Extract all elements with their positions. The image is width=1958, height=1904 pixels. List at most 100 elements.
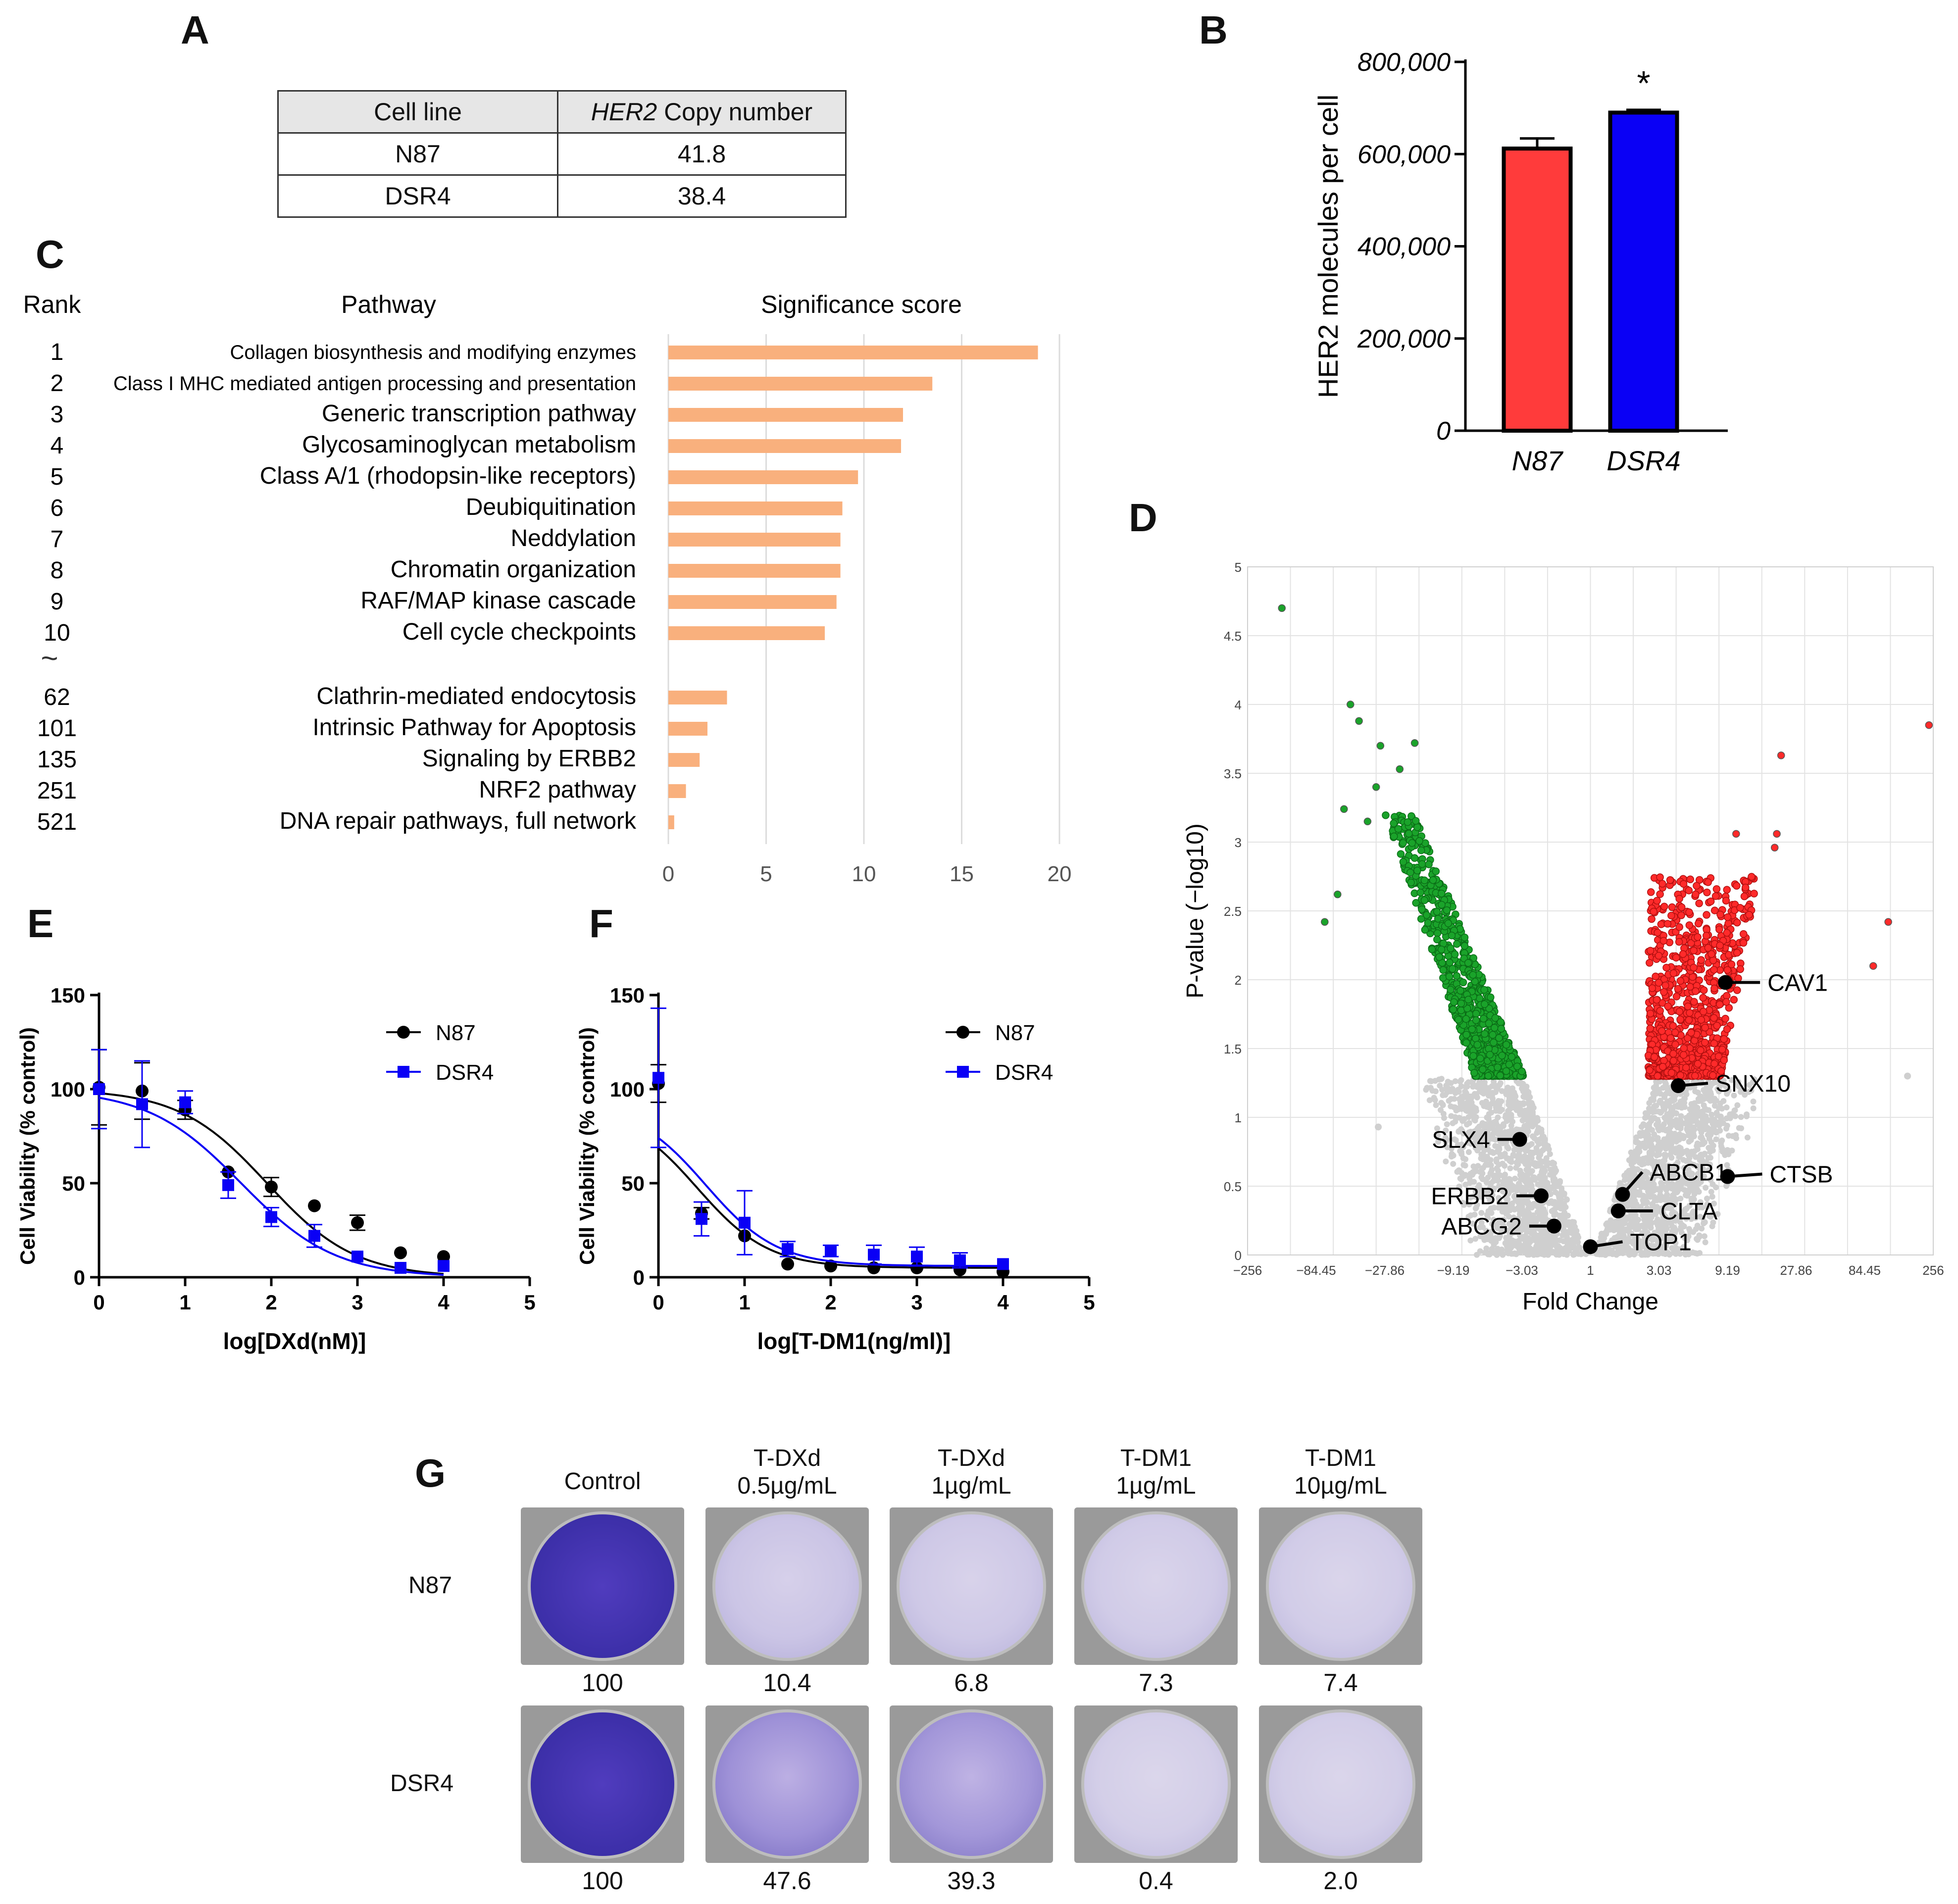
- colony-value: 47.6: [763, 1867, 811, 1895]
- rank-label: 3: [50, 401, 64, 428]
- gene-point-up: [1721, 1014, 1729, 1023]
- gene-point: [1724, 1162, 1730, 1168]
- gene-point-up: [1742, 883, 1750, 892]
- gene-point: [1553, 1249, 1559, 1255]
- gene-point: [1744, 1134, 1751, 1141]
- data-point-dsr4: [438, 1260, 450, 1272]
- culture-well: [890, 1507, 1053, 1665]
- gene-point-outlier: [1777, 752, 1785, 759]
- gene-point-up: [1694, 933, 1702, 941]
- gene-point-down: [1447, 986, 1455, 994]
- gene-point: [1631, 1214, 1638, 1221]
- gene-point-down: [1410, 854, 1419, 862]
- gene-point: [1632, 1152, 1638, 1158]
- gene-point-up: [1654, 1072, 1661, 1080]
- gene-point: [1743, 1113, 1750, 1119]
- y-tick-label: 3: [1235, 835, 1242, 850]
- gene-point: [1509, 1090, 1515, 1096]
- significance-bar: [668, 533, 841, 547]
- gene-point: [1539, 1169, 1545, 1175]
- x-tick-label: 84.45: [1849, 1263, 1881, 1278]
- significance-bar: [668, 691, 727, 704]
- gene-point: [1722, 1083, 1729, 1089]
- gene-point: [1520, 1081, 1526, 1087]
- pathway-label: Class I MHC mediated antigen processing …: [113, 373, 636, 395]
- gene-point: [1723, 1104, 1730, 1110]
- gene-point-up: [1690, 963, 1698, 972]
- gene-point-down: [1460, 942, 1469, 950]
- significance-bar: [668, 626, 825, 640]
- gene-point: [1573, 1248, 1580, 1254]
- rank-label: 8: [50, 557, 64, 584]
- gene-point-up: [1686, 875, 1694, 883]
- gene-point: [1489, 1166, 1495, 1173]
- gene-point-up: [1669, 1050, 1677, 1058]
- well-stain: [1081, 1709, 1231, 1859]
- gene-point: [1701, 1173, 1707, 1179]
- significance-bar: [668, 595, 837, 609]
- gene-marker-cav1: [1718, 975, 1733, 990]
- gene-point: [1483, 1245, 1490, 1252]
- gene-point: [1513, 1107, 1520, 1113]
- column-header-line2: 1µg/mL: [931, 1473, 1011, 1499]
- legend-marker: [397, 1026, 410, 1039]
- gene-point: [1465, 1114, 1472, 1120]
- gene-point-down: [1446, 958, 1454, 966]
- gene-point: [1550, 1178, 1556, 1184]
- well-stain: [528, 1511, 677, 1661]
- gene-point-down: [1449, 965, 1456, 973]
- gene-point-up: [1658, 880, 1666, 888]
- gene-point-down: [1408, 839, 1416, 847]
- gene-point: [1703, 1185, 1709, 1191]
- gene-point: [1443, 1158, 1449, 1165]
- y-tick-label: 150: [50, 984, 85, 1007]
- gene-point: [1652, 1115, 1658, 1121]
- column-header-line1: T-DM1: [1120, 1445, 1192, 1471]
- gene-point-up: [1669, 1056, 1678, 1065]
- gene-point-up: [1723, 929, 1731, 937]
- gene-point-down: [1390, 832, 1398, 841]
- gene-marker-erbb2: [1533, 1188, 1549, 1203]
- gene-point: [1496, 1146, 1503, 1152]
- gene-point-up: [1693, 882, 1701, 890]
- x-tick-label: 20: [1048, 862, 1072, 886]
- gene-point: [1712, 1122, 1718, 1128]
- bar-n87: [1502, 147, 1573, 433]
- x-tick-label: 1: [739, 1291, 750, 1314]
- rank-label: 251: [37, 778, 77, 804]
- pathway-label: Neddylation: [511, 525, 637, 551]
- gene-point: [1691, 1191, 1698, 1197]
- gene-point: [1689, 1132, 1695, 1139]
- gene-point: [1645, 1132, 1652, 1138]
- gene-point: [1466, 1201, 1472, 1207]
- gene-point-up: [1646, 1009, 1655, 1018]
- gene-point: [1619, 1230, 1625, 1237]
- gene-point: [1507, 1156, 1514, 1163]
- gene-point-down: [1494, 1063, 1502, 1071]
- gene-marker-ctsb: [1720, 1169, 1735, 1184]
- gene-point: [1440, 1102, 1446, 1108]
- gene-point: [1635, 1140, 1642, 1146]
- gene-point: [1467, 1195, 1473, 1201]
- gene-point: [1677, 1125, 1684, 1132]
- gene-point-up: [1736, 904, 1744, 912]
- table-cell-line: N87: [277, 132, 558, 176]
- gene-point: [1469, 1220, 1476, 1227]
- gene-point-down: [1503, 1041, 1510, 1049]
- gene-label: ABCB1: [1650, 1160, 1727, 1186]
- gene-point-up: [1697, 1046, 1705, 1054]
- y-tick-label: 400,000: [1357, 233, 1451, 261]
- gene-point-up: [1677, 903, 1686, 911]
- gene-point-up: [1692, 890, 1700, 899]
- gene-point-down: [1487, 993, 1495, 1002]
- gene-point-down: [1489, 1031, 1497, 1039]
- gene-point-up: [1655, 952, 1663, 960]
- gene-point: [1456, 1114, 1462, 1121]
- gene-point: [1486, 1111, 1492, 1117]
- gene-point: [1678, 1230, 1685, 1236]
- gene-point: [1706, 1167, 1712, 1173]
- gene-point-up: [1677, 911, 1685, 919]
- gene-point: [1530, 1251, 1537, 1257]
- gene-point: [1458, 1077, 1464, 1083]
- gene-point: [1530, 1150, 1536, 1156]
